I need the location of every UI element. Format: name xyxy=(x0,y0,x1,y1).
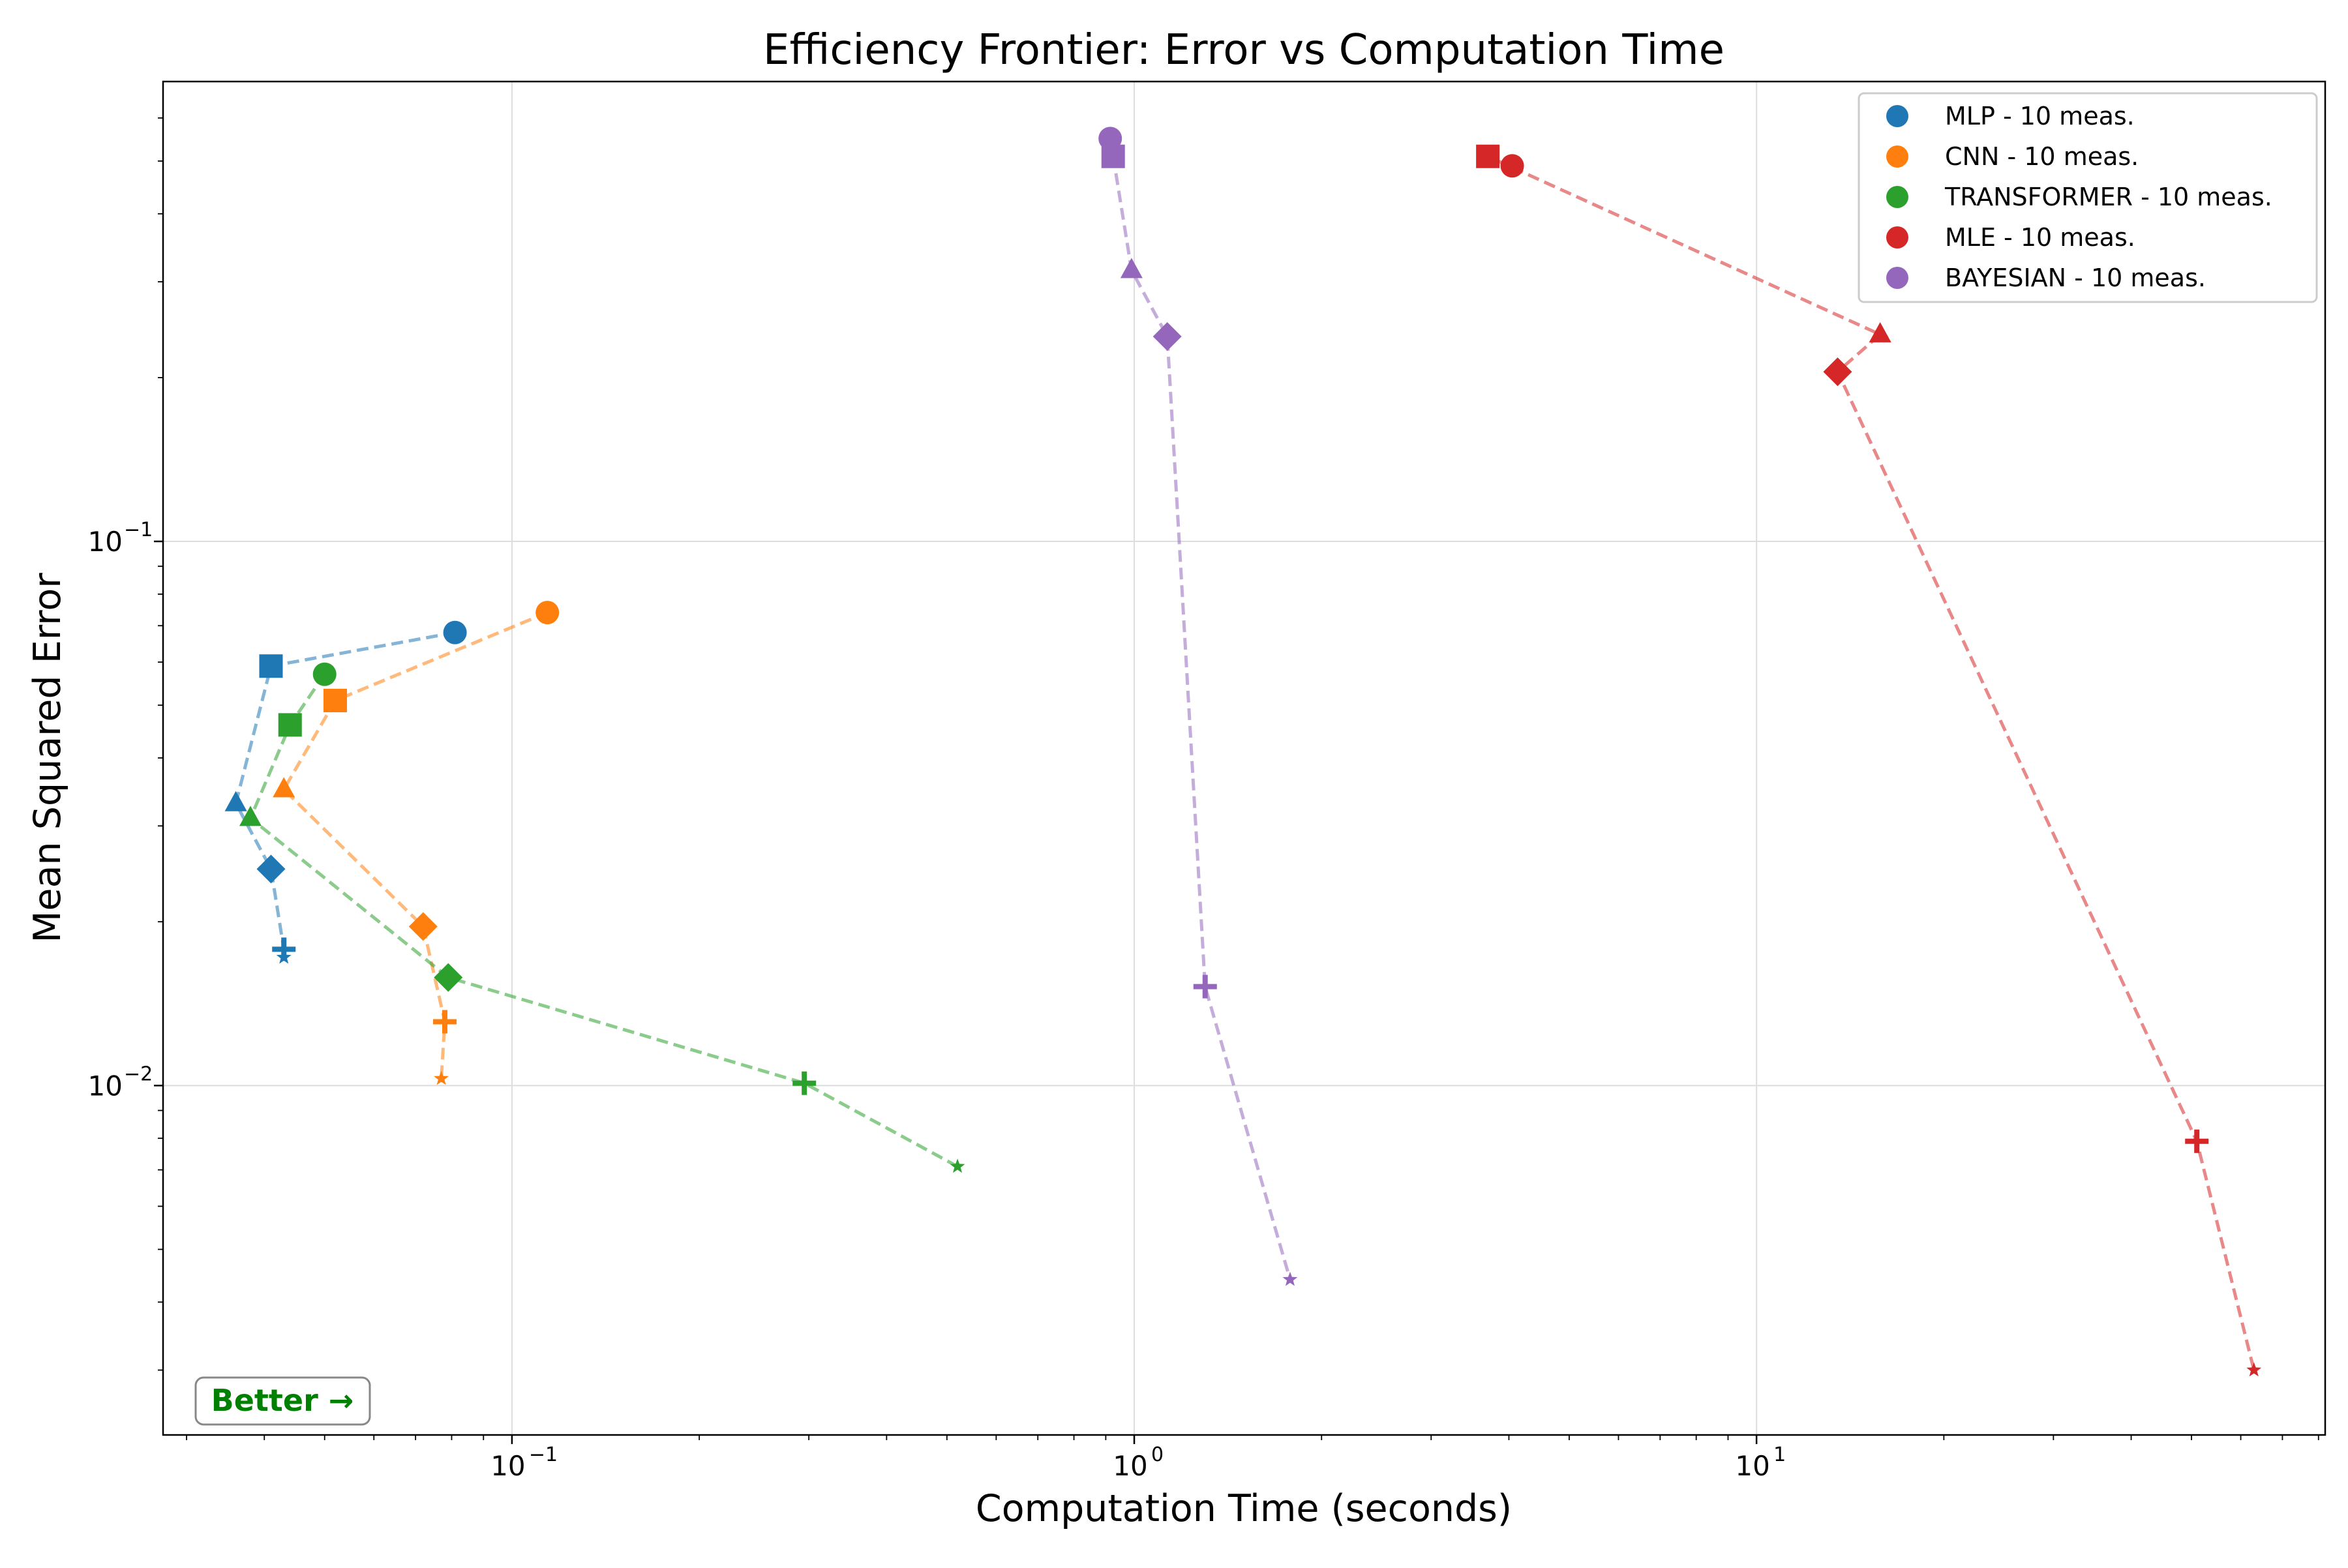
legend-label: MLE - 10 meas. xyxy=(1945,223,2135,252)
axis-ticks: 10 −1 10 0 10 110 −210 −1 xyxy=(88,117,2319,1482)
legend-box xyxy=(1858,92,2318,303)
x-tick-label-exponent: 1 xyxy=(1773,1443,1786,1466)
legend-marker xyxy=(1886,186,1908,208)
y-tick-label: 10 xyxy=(88,526,123,558)
data-point-star xyxy=(276,949,292,964)
data-point-diamond xyxy=(256,854,286,884)
better-annotation-text: Better → xyxy=(211,1383,354,1418)
data-point-triangle xyxy=(1869,322,1891,342)
data-point-star xyxy=(950,1158,965,1173)
y-tick-label-exponent: −2 xyxy=(124,1063,153,1085)
x-tick-label: 10 xyxy=(1113,1450,1147,1482)
data-point-diamond xyxy=(1823,357,1852,386)
x-tick-label-exponent: 0 xyxy=(1151,1443,1164,1466)
data-point-star xyxy=(2246,1362,2262,1377)
series-line xyxy=(248,673,959,1168)
y-axis-label: Mean Squared Error xyxy=(26,573,69,943)
legend-marker xyxy=(1886,267,1908,289)
legend-label: MLP - 10 meas. xyxy=(1945,102,2135,130)
data-point-square xyxy=(278,713,302,737)
data-point-circle xyxy=(1500,154,1524,178)
data-point-circle xyxy=(1098,127,1122,151)
data-point-triangle xyxy=(273,777,295,798)
x-tick-label: 10 xyxy=(490,1450,525,1482)
grid-lines xyxy=(163,82,2325,1435)
data-point-star xyxy=(1282,1271,1298,1286)
data-point-square xyxy=(259,654,283,678)
data-point-plus xyxy=(1193,974,1217,999)
plot-series xyxy=(224,127,2262,1377)
y-tick-label-exponent: −1 xyxy=(124,519,153,541)
data-point-diamond xyxy=(434,963,463,992)
data-point-square xyxy=(1101,144,1125,168)
better-annotation: Better → xyxy=(194,1376,371,1426)
series-3 xyxy=(1476,144,2262,1377)
legend: MLP - 10 meas. CNN - 10 meas. TRANSFORMER … xyxy=(1858,92,2318,303)
series-0 xyxy=(224,620,467,964)
legend-label: BAYESIAN - 10 meas. xyxy=(1945,264,2206,292)
data-point-circle xyxy=(312,662,337,686)
x-axis-label: Computation Time (seconds) xyxy=(976,1487,1512,1530)
data-point-circle xyxy=(535,601,560,625)
data-point-star xyxy=(434,1070,449,1085)
data-point-diamond xyxy=(408,912,438,941)
legend-label: CNN - 10 meas. xyxy=(1945,142,2139,171)
data-point-square xyxy=(323,689,347,713)
series-4 xyxy=(1098,127,1298,1286)
better-annotation-box xyxy=(194,1376,371,1426)
legend-marker xyxy=(1886,226,1908,249)
legend-marker xyxy=(1886,105,1908,127)
legend-label: TRANSFORMER - 10 meas. xyxy=(1944,183,2272,211)
x-tick-label-exponent: −1 xyxy=(529,1443,558,1466)
y-tick-label: 10 xyxy=(88,1070,123,1102)
data-point-diamond xyxy=(1152,322,1182,351)
data-point-plus xyxy=(792,1071,817,1095)
series-2 xyxy=(239,662,965,1173)
data-point-triangle xyxy=(1120,258,1143,279)
data-point-plus xyxy=(432,1010,457,1034)
data-point-circle xyxy=(443,620,467,644)
x-tick-label: 10 xyxy=(1735,1450,1769,1482)
data-point-triangle xyxy=(239,806,262,826)
series-1 xyxy=(273,601,560,1085)
data-point-triangle xyxy=(224,791,247,811)
chart-title: Efficiency Frontier: Error vs Computatio… xyxy=(763,26,1724,74)
legend-marker xyxy=(1886,145,1908,168)
data-point-square xyxy=(1476,144,1500,168)
data-point-plus xyxy=(2185,1129,2209,1153)
